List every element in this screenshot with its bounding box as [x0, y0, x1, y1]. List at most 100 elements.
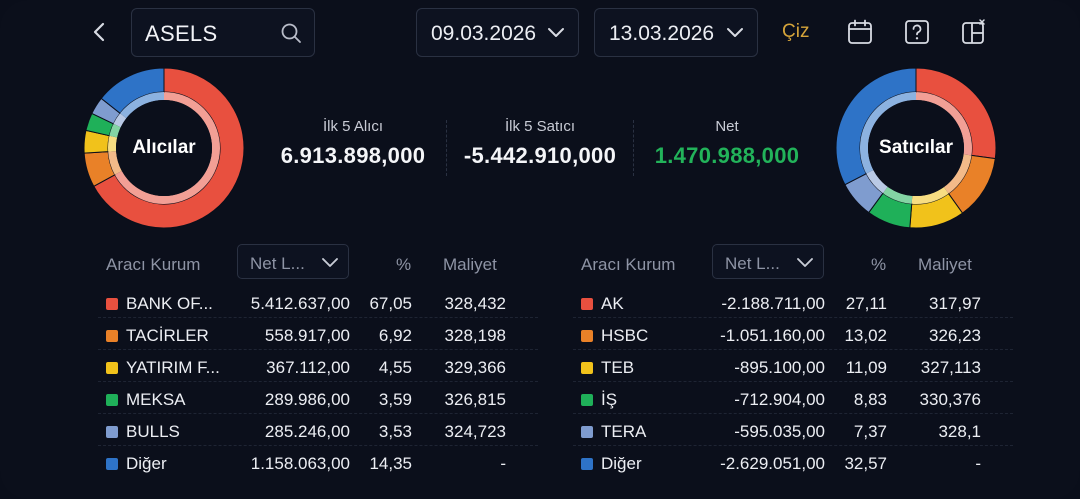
broker-name: Diğer: [126, 454, 167, 473]
percent-value: 14,35: [369, 454, 412, 473]
net-lot-value: 285.246,00: [264, 422, 350, 441]
net-lot-value: 367.112,00: [266, 358, 350, 377]
cost-value: 327,113: [920, 358, 981, 377]
net-lot-value: 1.158.063,00: [250, 454, 350, 473]
top5-sellers-summary: İlk 5 Satıcı -5.442.910,000: [455, 118, 625, 169]
percent-value: 67,05: [369, 294, 412, 313]
search-input[interactable]: ASELS: [131, 8, 315, 57]
draw-button[interactable]: Çiz: [782, 21, 810, 42]
broker-name: TEB: [601, 358, 635, 377]
cost-column-header: Maliyet: [918, 255, 972, 274]
cost-value: 324,723: [444, 422, 506, 441]
calendar-button[interactable]: [846, 18, 874, 46]
percent-value: 11,09: [845, 358, 887, 377]
broker-name: MEKSA: [126, 390, 186, 409]
chevron-down-icon: [322, 258, 338, 267]
buyers-donut: Alıcılar: [83, 67, 245, 229]
donut-slice-inner: [866, 169, 888, 194]
cost-value: 328,198: [444, 326, 506, 345]
cost-value: 330,376: [919, 390, 981, 409]
table-row[interactable]: TEB -895.100,00 11,09 327,113: [573, 350, 1013, 382]
cost-value: 326,23: [929, 326, 981, 345]
top5-sellers-value: -5.442.910,000: [463, 143, 617, 168]
legend-swatch: [581, 330, 593, 342]
broker-name: TACİRLER: [126, 326, 209, 345]
chevron-down-icon: [797, 258, 813, 267]
divider: [446, 120, 447, 176]
back-button[interactable]: [86, 18, 114, 46]
top5-buyers-value: 6.913.898,000: [280, 143, 426, 168]
broker-name: TERA: [601, 422, 647, 441]
percent-value: 32,57: [844, 454, 887, 473]
legend-swatch: [581, 362, 593, 374]
cost-value: 329,366: [444, 358, 506, 377]
end-date-value: 13.03.2026: [609, 22, 715, 45]
net-lot-select[interactable]: Net L...: [237, 244, 349, 279]
legend-swatch: [106, 458, 118, 470]
donut-slice-inner: [943, 154, 972, 194]
table-row[interactable]: BANK OF... 5.412.637,00 67,05 328,432: [98, 286, 538, 318]
broker-column-header: Aracı Kurum: [106, 255, 201, 274]
donut-slice-inner: [120, 92, 164, 119]
table-row[interactable]: TERA -595.035,00 7,37 328,1: [573, 414, 1013, 446]
table-row[interactable]: YATIRIM F... 367.112,00 4,55 329,366: [98, 350, 538, 382]
table-row[interactable]: Diğer -2.629.051,00 32,57 -: [573, 446, 1013, 478]
donut-slice-inner: [109, 123, 121, 138]
search-icon: [281, 23, 301, 43]
percent-value: 3,53: [378, 422, 412, 441]
table-header: Aracı Kurum Net L... % Maliyet: [98, 244, 538, 280]
net-lot-value: -2.629.051,00: [720, 454, 825, 473]
broker-name: Diğer: [601, 454, 642, 473]
buyers-table: Aracı Kurum Net L... % Maliyet BANK OF..…: [98, 244, 538, 478]
divider: [633, 120, 634, 176]
end-date-select[interactable]: 13.03.2026: [594, 8, 758, 57]
net-label: Net: [715, 118, 739, 135]
layout-button[interactable]: [960, 18, 988, 46]
table-row[interactable]: MEKSA 289.986,00 3,59 326,815: [98, 382, 538, 414]
net-value: 1.470.988,000: [654, 143, 800, 168]
net-lot-value: -595.035,00: [734, 422, 825, 441]
buyers-donut-chart: [83, 67, 245, 229]
percent-value: 6,92: [378, 326, 412, 345]
chevron-down-icon: [548, 28, 564, 37]
table-row[interactable]: AK -2.188.711,00 27,11 317,97: [573, 286, 1013, 318]
donut-hole: [868, 100, 964, 196]
donut-hole: [116, 100, 212, 196]
broker-name: İŞ: [601, 390, 618, 409]
cost-value: -: [975, 454, 981, 473]
table-row[interactable]: İŞ -712.904,00 8,83 330,376: [573, 382, 1013, 414]
broker-name: HSBC: [601, 326, 649, 345]
start-date-value: 09.03.2026: [431, 22, 537, 45]
sellers-table-body: AK -2.188.711,00 27,11 317,97 HSBC -1.051.160…: [573, 286, 1013, 478]
donut-slice-inner: [113, 113, 127, 128]
help-button[interactable]: [903, 18, 931, 46]
legend-swatch: [106, 362, 118, 374]
help-icon: [905, 20, 929, 44]
cost-value: 328,1: [938, 422, 981, 441]
net-lot-select-value: Net L...: [250, 254, 305, 273]
sellers-donut: Satıcılar: [835, 67, 997, 229]
table-row[interactable]: HSBC -1.051.160,00 13,02 326,23: [573, 318, 1013, 350]
broker-name: YATIRIM F...: [126, 358, 220, 377]
donut-slice-inner: [916, 92, 972, 156]
legend-swatch: [581, 458, 593, 470]
percent-value: 3,59: [378, 390, 412, 409]
top5-buyers-summary: İlk 5 Alıcı 6.913.898,000: [268, 118, 438, 169]
sellers-table: Aracı Kurum Net L... % Maliyet AK -2.188.…: [573, 244, 1013, 478]
top5-sellers-label: İlk 5 Satıcı: [504, 118, 576, 135]
cost-value: -: [500, 454, 506, 473]
buyers-table-body: BANK OF... 5.412.637,00 67,05 328,432 TACİRL…: [98, 286, 538, 478]
cost-value: 317,97: [929, 294, 981, 313]
percent-column-header: %: [396, 255, 412, 274]
net-lot-select-value: Net L...: [725, 254, 780, 273]
net-lot-value: -895.100,00: [734, 358, 825, 377]
table-row[interactable]: BULLS 285.246,00 3,53 324,723: [98, 414, 538, 446]
table-row[interactable]: Diğer 1.158.063,00 14,35 -: [98, 446, 538, 478]
net-summary: Net 1.470.988,000: [642, 118, 812, 169]
net-lot-select[interactable]: Net L...: [712, 244, 824, 279]
donut-slice-inner: [882, 186, 913, 204]
net-lot-value: -712.904,00: [734, 390, 825, 409]
start-date-select[interactable]: 09.03.2026: [416, 8, 579, 57]
table-row[interactable]: TACİRLER 558.917,00 6,92 328,198: [98, 318, 538, 350]
